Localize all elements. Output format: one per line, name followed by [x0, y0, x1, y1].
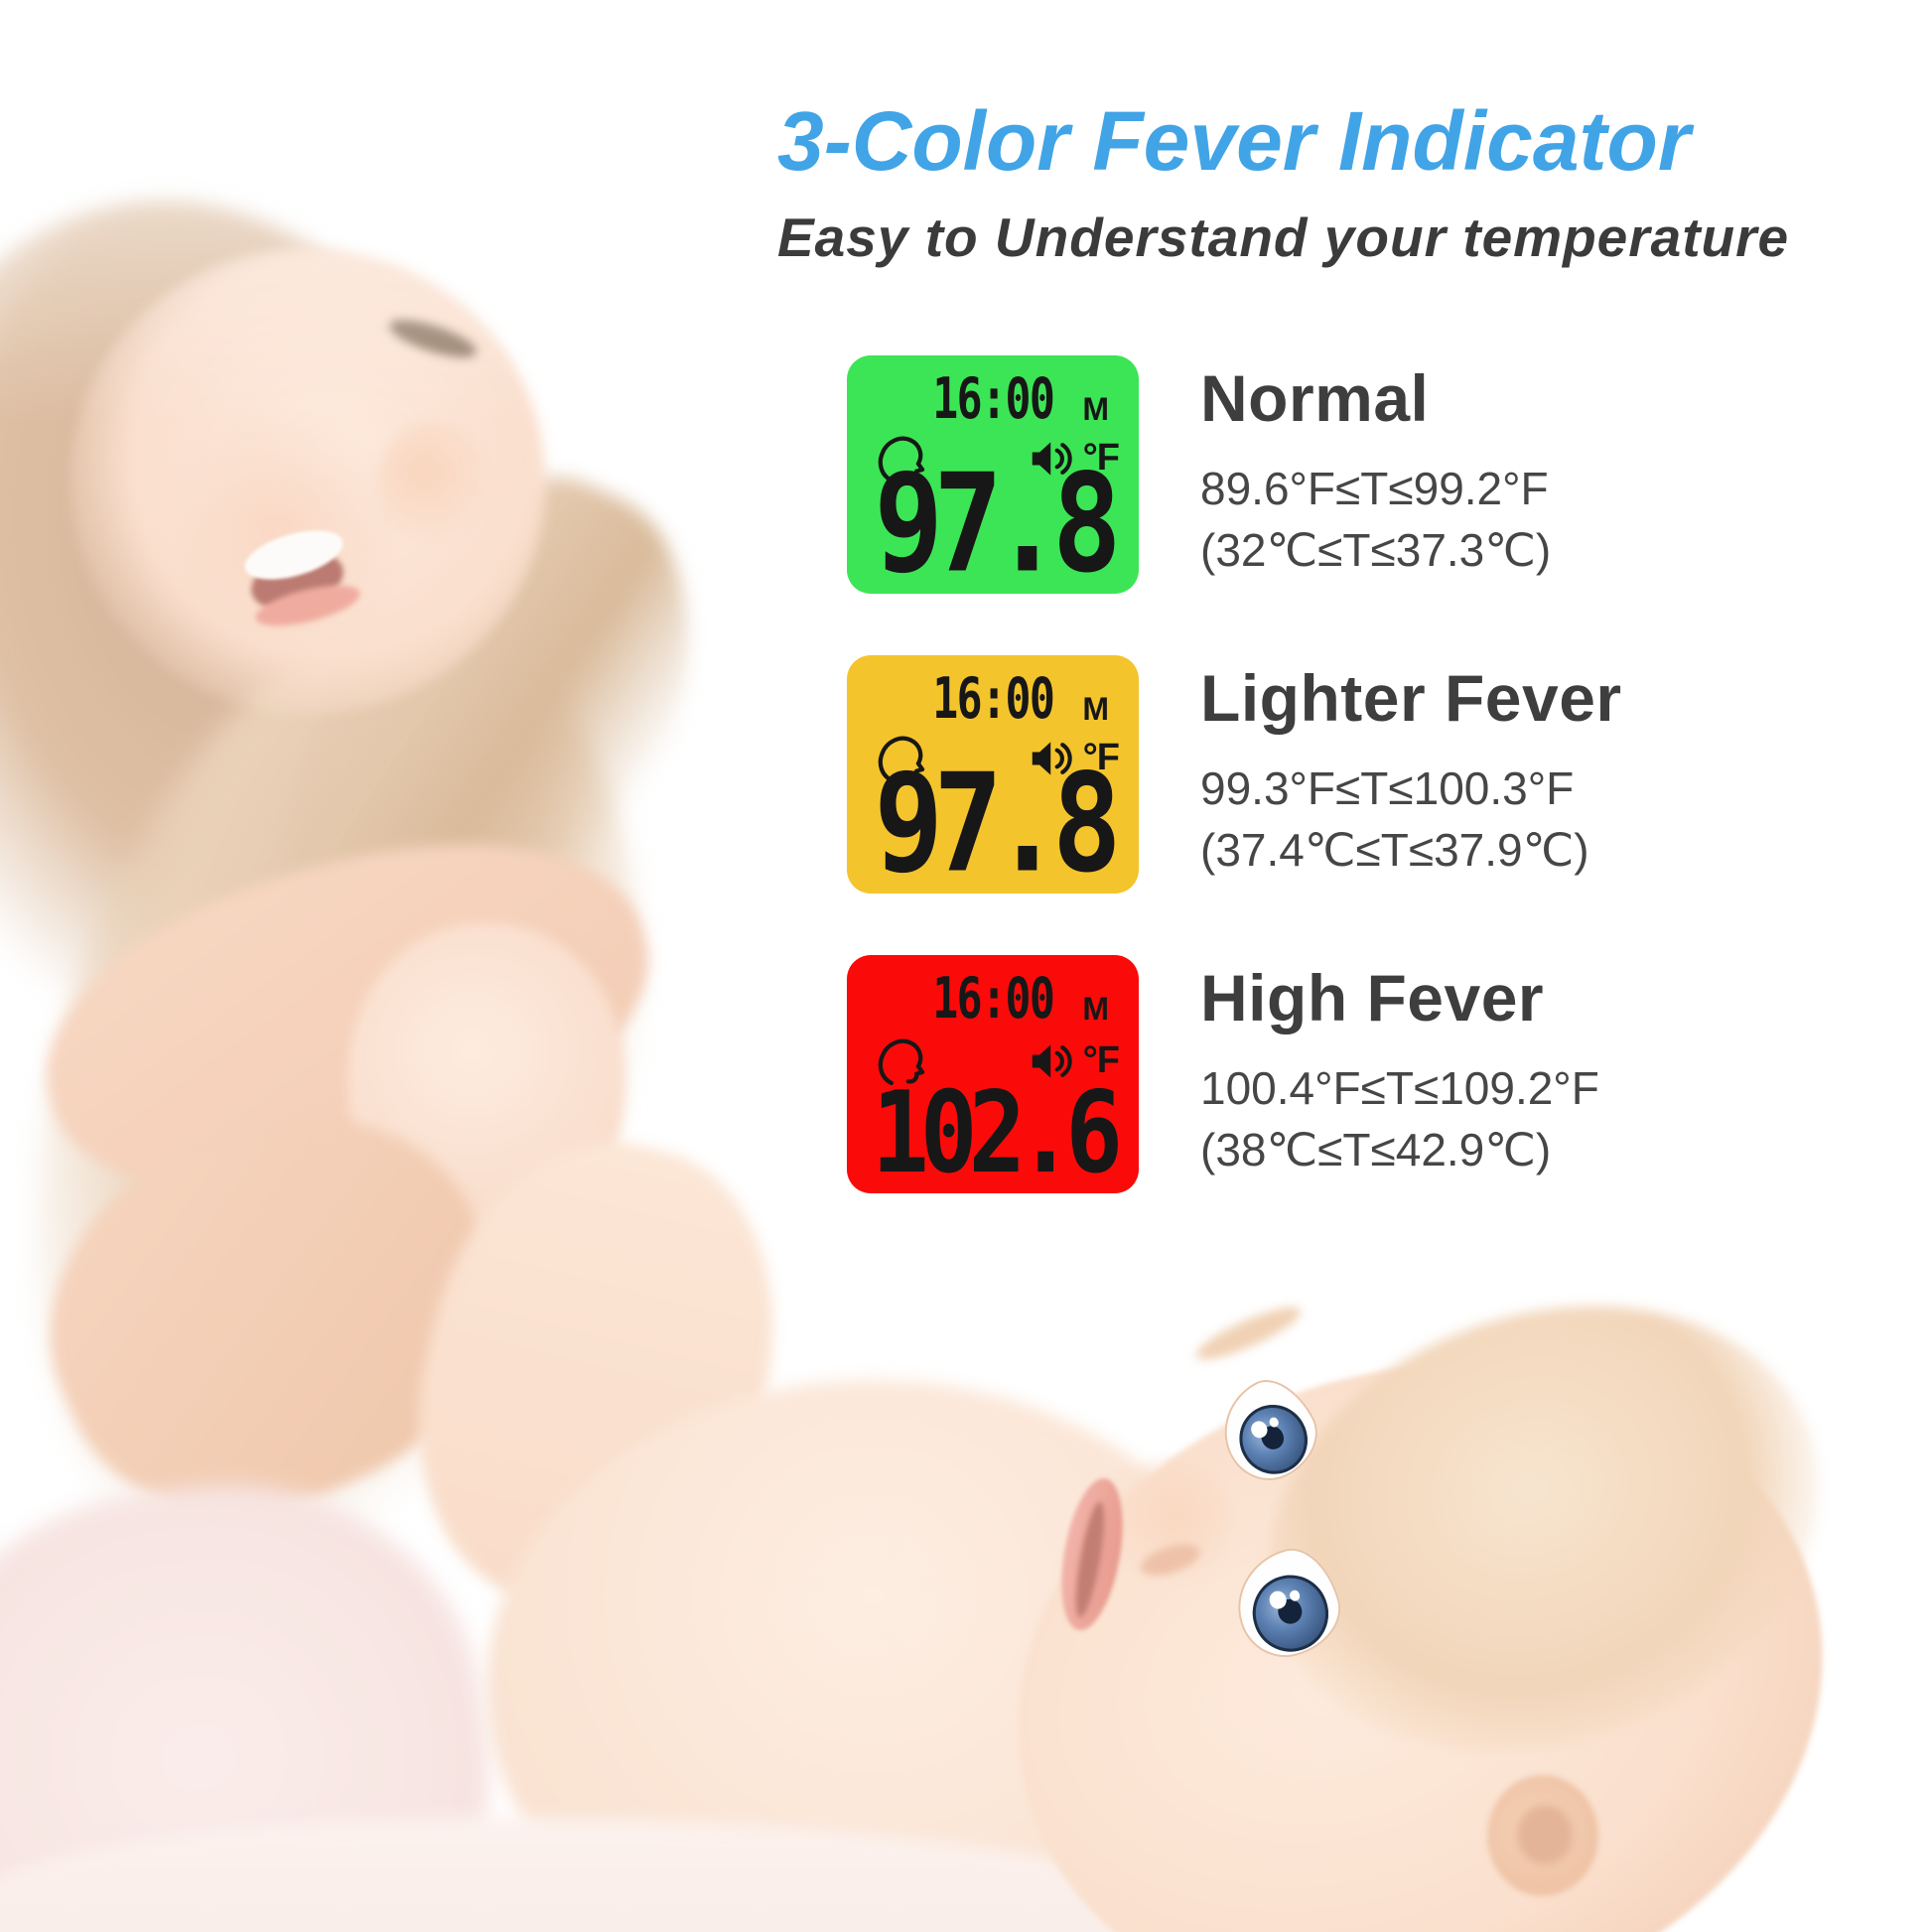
- page-title: 3-Color Fever Indicator: [777, 94, 1691, 188]
- range-fahrenheit: 100.4°F≤T≤109.2°F: [1200, 1061, 1599, 1114]
- baby-ear: [1517, 1805, 1573, 1864]
- range-celsius: (38℃≤T≤42.9℃): [1200, 1123, 1552, 1175]
- lcd-display-high-fever: 16:00 M °F 102.6: [847, 954, 1139, 1198]
- lcd-mode-indicator: M: [1082, 690, 1109, 727]
- baby-eyebrow: [1190, 1298, 1307, 1369]
- lcd-mode-indicator: M: [1082, 990, 1109, 1027]
- indicator-text: High Fever 100.4°F≤T≤109.2°F (38℃≤T≤42.9…: [1200, 955, 1599, 1180]
- indicator-row-normal: 16:00 M °F 97.8 Normal: [847, 354, 1789, 604]
- page-subtitle: Easy to Understand your temperature: [777, 206, 1790, 268]
- lcd-top-row: 16:00 M: [863, 965, 1123, 1032]
- lcd-mode-indicator: M: [1082, 390, 1109, 427]
- lcd-time: 16:00: [931, 664, 1055, 732]
- lcd-top-row: 16:00 M: [863, 364, 1123, 432]
- lcd-top-row: 16:00 M: [863, 664, 1123, 732]
- indicator-label: Normal: [1200, 360, 1430, 435]
- lcd-time: 16:00: [931, 364, 1055, 432]
- indicator-row-lighter-fever: 16:00 M °F 97.8 Lighter: [847, 654, 1789, 903]
- lcd-temperature-reading: 102.6: [872, 1066, 1123, 1198]
- indicator-text: Lighter Fever 99.3°F≤T≤100.3°F (37.4℃≤T≤…: [1200, 655, 1622, 881]
- range-celsius: (32℃≤T≤37.3℃): [1200, 523, 1552, 576]
- indicator-text: Normal 89.6°F≤T≤99.2°F (32℃≤T≤37.3℃): [1200, 355, 1551, 581]
- indicator-label: Lighter Fever: [1200, 660, 1622, 735]
- lcd-display-normal: 16:00 M °F 97.8: [847, 354, 1139, 604]
- indicator-label: High Fever: [1200, 960, 1545, 1035]
- lcd-temperature-reading: 97.8: [874, 744, 1121, 903]
- range-fahrenheit: 89.6°F≤T≤99.2°F: [1200, 462, 1549, 514]
- lcd-display-lighter-fever: 16:00 M °F 97.8: [847, 654, 1139, 903]
- content-panel: 3-Color Fever Indicator Easy to Understa…: [777, 91, 1789, 1255]
- lcd-temperature-reading: 97.8: [874, 444, 1121, 604]
- range-celsius: (37.4℃≤T≤37.9℃): [1200, 823, 1589, 876]
- indicator-rows: 16:00 M °F 97.8 Normal: [777, 354, 1789, 1198]
- lcd-time: 16:00: [931, 965, 1055, 1032]
- range-fahrenheit: 99.3°F≤T≤100.3°F: [1200, 761, 1575, 814]
- indicator-row-high-fever: 16:00 M °F 102.6 High F: [847, 954, 1789, 1198]
- mother-nose: [377, 422, 491, 546]
